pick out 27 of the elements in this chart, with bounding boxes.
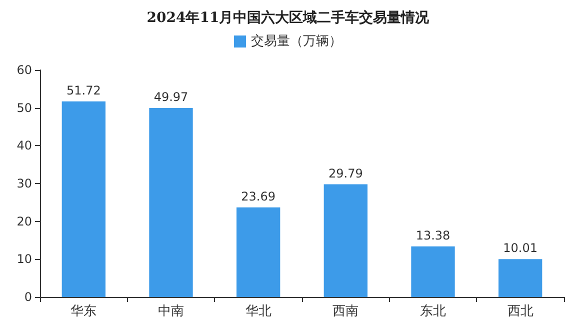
x-tick-label: 中南	[158, 304, 184, 319]
bar	[324, 184, 368, 297]
data-label: 51.72	[66, 83, 101, 98]
x-tick-label: 西北	[507, 304, 534, 319]
data-label: 23.69	[241, 189, 276, 204]
x-tick-label: 东北	[420, 304, 446, 319]
x-tick-label: 西南	[332, 304, 359, 319]
bar	[236, 207, 280, 297]
y-tick-label: 40	[16, 138, 32, 153]
x-tick-label: 华北	[245, 304, 272, 319]
bar	[411, 246, 455, 297]
bar	[149, 108, 193, 297]
y-tick-label: 20	[16, 214, 32, 228]
bar	[498, 259, 542, 297]
y-tick-label: 0	[24, 290, 32, 304]
y-tick-label: 30	[16, 176, 32, 190]
y-tick-label: 60	[16, 63, 32, 77]
chart-title: 2024年11月中国六大区域二手车交易量情况	[146, 9, 430, 26]
bar	[62, 101, 106, 297]
y-tick-label: 50	[16, 100, 32, 115]
data-label: 29.79	[328, 166, 363, 180]
x-tick-label: 华东	[70, 304, 97, 319]
data-label: 49.97	[154, 90, 188, 104]
y-tick-label: 10	[16, 252, 32, 266]
legend-label: 交易量（万辆）	[251, 33, 342, 49]
data-label: 10.01	[503, 241, 538, 256]
data-label: 13.38	[416, 228, 450, 242]
